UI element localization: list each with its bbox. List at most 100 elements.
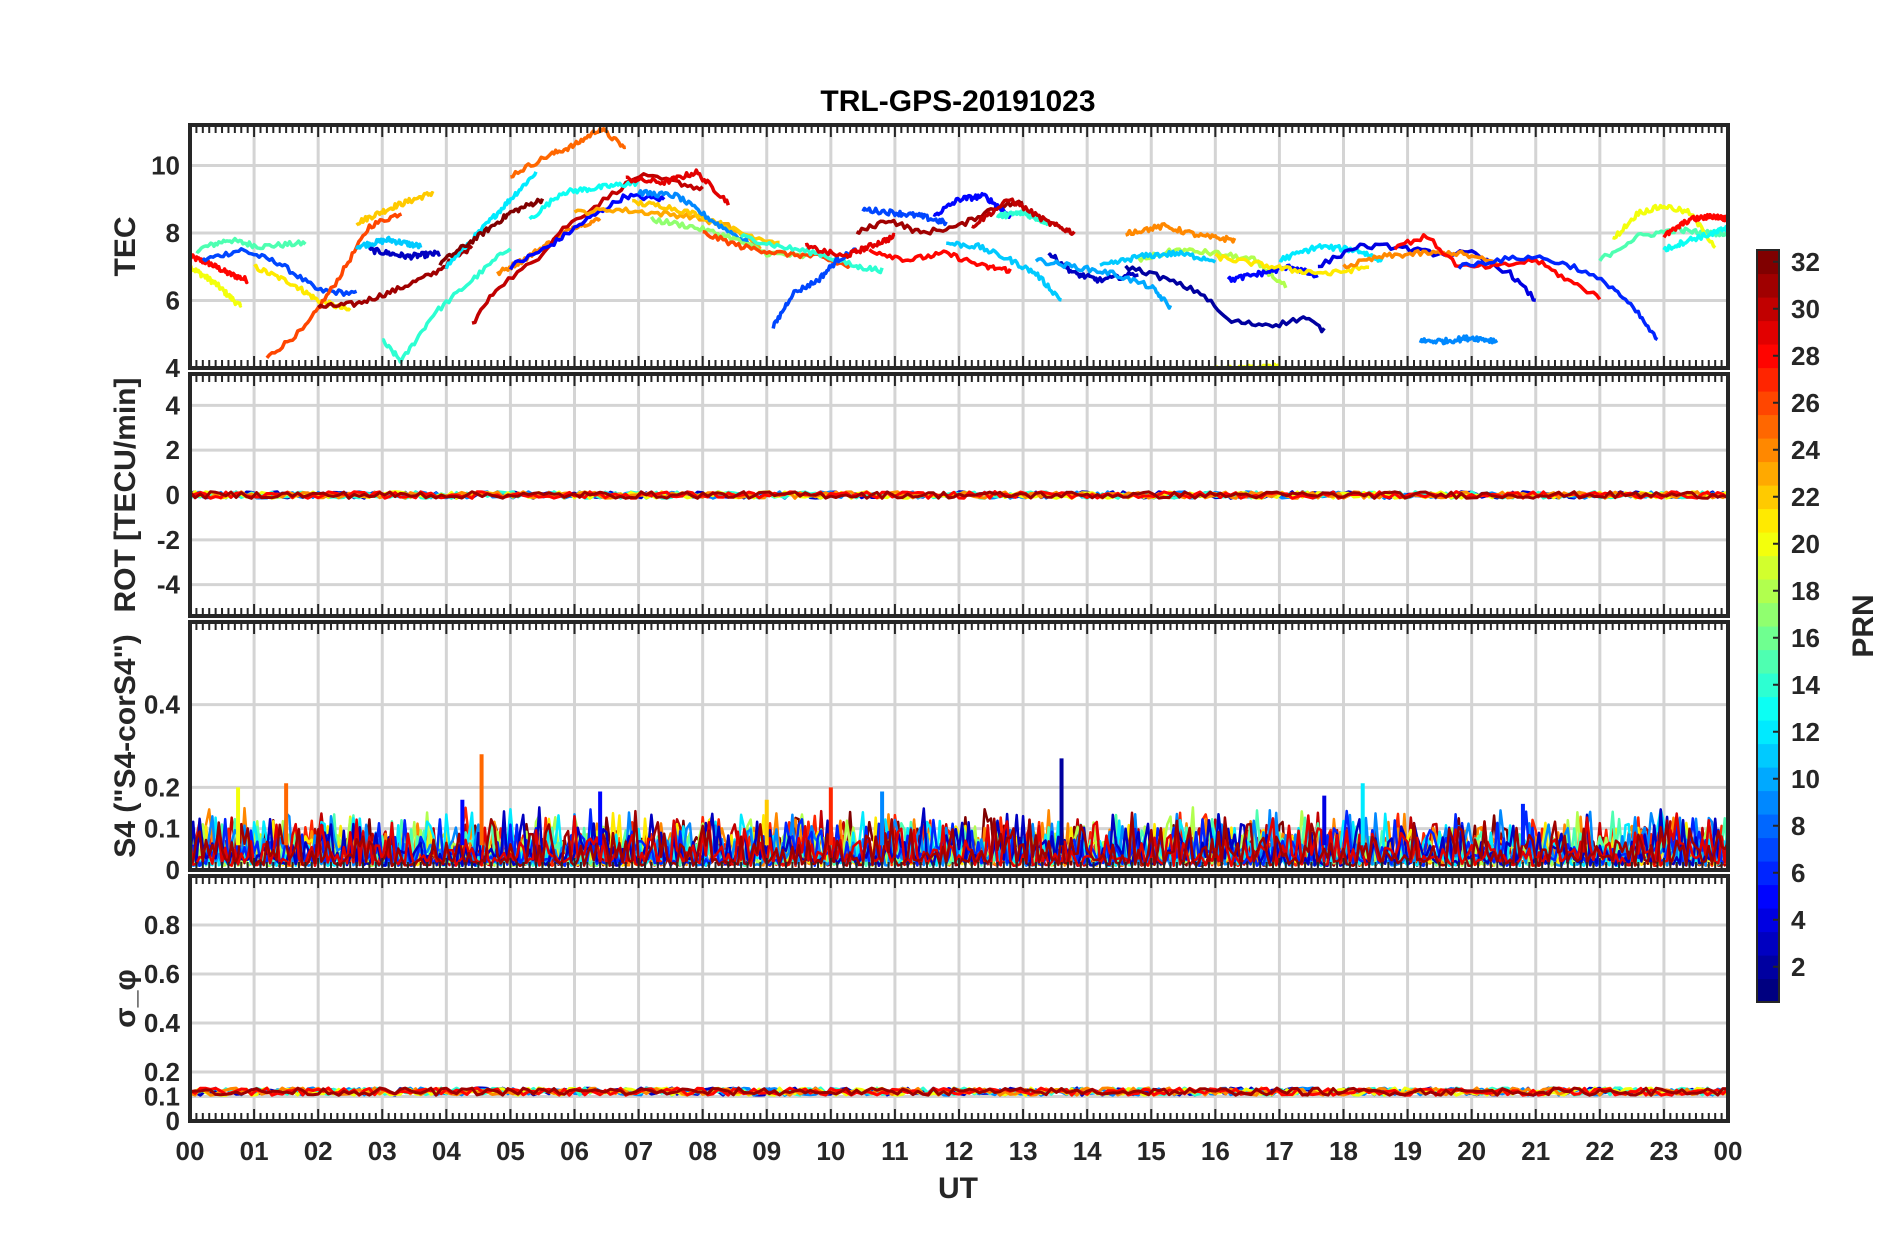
colorbar-segment [1757, 320, 1779, 345]
colorbar-segment [1757, 532, 1779, 557]
colorbar-segment [1757, 743, 1779, 768]
x-tick-label: 15 [1137, 1136, 1166, 1166]
colorbar-tick-label: 6 [1791, 858, 1805, 888]
x-tick-label: 21 [1521, 1136, 1550, 1166]
tec-series-prn-15 [195, 236, 307, 254]
tec-series-prn-13 [528, 179, 640, 221]
panel-s4: 0 0.1 0.2 0.4S4 ("S4-corS4") [109, 620, 1730, 885]
panel-tec: 4 6 8 10 TEC [109, 123, 1730, 383]
x-tick-label: 00 [176, 1136, 205, 1166]
tec-series-prn-29 [804, 232, 896, 259]
colorbar-segment [1757, 438, 1779, 463]
colorbar-segment [1757, 391, 1779, 416]
tec-series-prn-25 [510, 126, 627, 179]
colorbar-tick-label: 16 [1791, 623, 1820, 653]
y-tick-label: 0.1 [144, 1082, 180, 1112]
panel-sigma-phi: 00.10.2 0.4 0.6 0.8σ_φ [109, 874, 1730, 1136]
x-tick-label: 18 [1329, 1136, 1358, 1166]
colorbar-segment [1757, 626, 1779, 651]
y-tick-label: 0 [166, 1106, 180, 1136]
y-axis-label: ROT [TECU/min] [109, 378, 142, 613]
colorbar-segment [1757, 461, 1779, 486]
panel-rot: -4 -2 0 2 4 ROT [TECU/min] [109, 372, 1730, 618]
colorbar-tick-label: 12 [1791, 717, 1820, 747]
x-tick-label: 17 [1265, 1136, 1294, 1166]
colorbar-tick-label: 30 [1791, 294, 1820, 324]
panel-minor-ticks [195, 622, 1723, 870]
panel-data [190, 126, 1728, 368]
tec-series-prn-11 [946, 240, 1062, 302]
y-tick-label: 0.4 [144, 690, 181, 720]
colorbar-tick-label: 24 [1791, 435, 1820, 465]
colorbar-tick-label: 2 [1791, 952, 1805, 982]
panel-minor-ticks [195, 374, 1723, 616]
rot-series-prn-31 [190, 490, 1728, 500]
tec-series-prn-9 [637, 188, 756, 248]
tec-series-prn-21 [1214, 252, 1370, 277]
tec-series-prn-24 [1342, 249, 1499, 270]
tec-series-prn-14 [381, 247, 512, 364]
tec-series-prn-24 [1125, 222, 1237, 244]
panel-data [190, 490, 1728, 500]
colorbar-segment [1757, 814, 1779, 839]
colorbar-segment [1757, 579, 1779, 604]
tec-series-prn-3 [1047, 252, 1139, 284]
y-tick-label: 10 [151, 151, 180, 181]
tec-series-prn-17 [649, 215, 807, 260]
tec-series-prn-11 [1099, 249, 1217, 267]
tec-series-prn-10 [1034, 256, 1173, 310]
x-tick-label: 20 [1457, 1136, 1486, 1166]
colorbar-segment [1757, 767, 1779, 792]
y-tick-label: 4 [166, 353, 181, 383]
x-tick-label: 05 [496, 1136, 525, 1166]
tec-series-prn-28 [1662, 212, 1728, 239]
colorbar-segment [1757, 485, 1779, 510]
colorbar-segment [1757, 602, 1779, 627]
sigma-phi-series-prn-31 [190, 1086, 1728, 1097]
tec-series-prn-28 [868, 248, 1012, 274]
panel-data [190, 1086, 1728, 1097]
y-tick-label: -2 [157, 525, 180, 555]
y-tick-label: 0.4 [144, 1008, 181, 1038]
colorbar-segment [1757, 720, 1779, 745]
tec-series-prn-20 [190, 264, 243, 308]
colorbar-segment [1757, 884, 1779, 909]
tec-series-prn-5 [1226, 263, 1319, 283]
colorbar-tick-label: 8 [1791, 811, 1805, 841]
colorbar-tick-label: 14 [1791, 670, 1820, 700]
colorbar-tick-label: 20 [1791, 529, 1820, 559]
tec-series-prn-13 [1662, 224, 1728, 253]
colorbar-tick-label: 28 [1791, 341, 1820, 371]
colorbar-segment [1757, 344, 1779, 369]
tec-series-prn-12 [1278, 243, 1384, 263]
tec-series-prn-6 [1457, 254, 1659, 341]
y-tick-label: 0.2 [144, 1057, 180, 1087]
y-tick-label: 8 [166, 218, 180, 248]
tec-series-prn-3 [368, 246, 442, 261]
colorbar-segment [1757, 696, 1779, 721]
colorbar-tick-label: 10 [1791, 764, 1820, 794]
tec-series-prn-5 [932, 191, 1012, 219]
x-tick-label: 11 [881, 1136, 909, 1166]
colorbar-tick-label: 18 [1791, 576, 1820, 606]
y-tick-label: 0.6 [144, 959, 180, 989]
tec-series-prn-28 [1393, 233, 1602, 301]
tec-series-prn-2 [1124, 264, 1326, 334]
x-tick-label: 01 [240, 1136, 269, 1166]
colorbar-segment [1757, 367, 1779, 392]
colorbar-segment [1757, 908, 1779, 933]
x-tick-label: 02 [304, 1136, 333, 1166]
x-tick-label: 19 [1393, 1136, 1422, 1166]
colorbar-segment [1757, 931, 1779, 956]
tec-series-prn-22 [355, 190, 435, 227]
x-tick-label: 13 [1009, 1136, 1038, 1166]
y-axis-label: σ_φ [109, 969, 142, 1028]
colorbar-segment [1757, 555, 1779, 580]
colorbar-segment [1757, 955, 1779, 980]
x-tick-label: 23 [1649, 1136, 1678, 1166]
colorbar-label: PRN [1847, 594, 1880, 657]
tec-series-prn-7 [861, 206, 948, 227]
colorbar-tick-label: 4 [1791, 905, 1806, 935]
